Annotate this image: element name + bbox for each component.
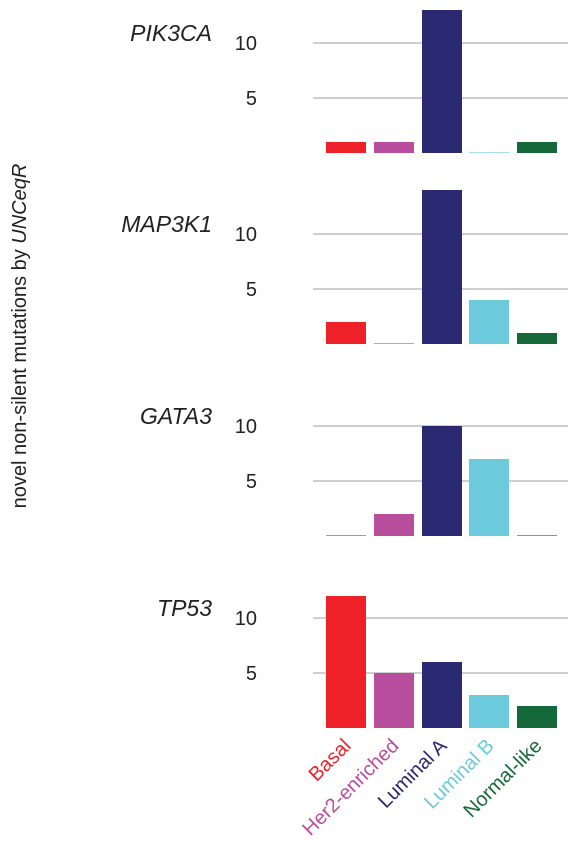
gene-title: PIK3CA bbox=[130, 20, 212, 46]
y-tick-label-5: 5 bbox=[246, 663, 257, 685]
gene-title: GATA3 bbox=[140, 403, 212, 429]
bar-luminal-b bbox=[469, 695, 509, 728]
y-tick-label-5: 5 bbox=[246, 471, 257, 493]
y-axis-label-prefix: novel non-silent mutations by bbox=[9, 244, 31, 509]
bar-luminal-a bbox=[422, 10, 462, 153]
panel-tp53: 5 10 TP53 bbox=[157, 595, 568, 728]
bar-luminal-a bbox=[422, 190, 462, 344]
bar-luminal-b bbox=[469, 300, 509, 344]
gene-title: TP53 bbox=[157, 595, 212, 621]
y-tick-label-10: 10 bbox=[235, 416, 257, 438]
bar-her2-enriched bbox=[374, 673, 414, 728]
bar-normal-like bbox=[517, 333, 557, 344]
bar-luminal-a bbox=[422, 662, 462, 728]
bar-basal bbox=[326, 142, 366, 153]
bar-normal-like bbox=[517, 706, 557, 728]
gene-title: MAP3K1 bbox=[121, 211, 212, 237]
y-tick-label-5: 5 bbox=[246, 88, 257, 110]
bar-luminal-b bbox=[469, 459, 509, 536]
panel-map3k1: 5 10 MAP3K1 bbox=[121, 190, 568, 344]
y-tick-label-10: 10 bbox=[235, 33, 257, 55]
bar-normal-like bbox=[517, 142, 557, 153]
bar-her2-enriched bbox=[374, 514, 414, 536]
panel-gata3: 5 10 GATA3 bbox=[140, 403, 568, 536]
y-tick-label-5: 5 bbox=[246, 279, 257, 301]
y-tick-label-10: 10 bbox=[235, 224, 257, 246]
bar-her2-enriched bbox=[374, 142, 414, 153]
y-axis-label: novel non-silent mutations by UNCeqR bbox=[9, 164, 31, 509]
bar-basal bbox=[326, 596, 366, 728]
bar-luminal-a bbox=[422, 426, 462, 536]
panel-pik3ca: 5 10 PIK3CA bbox=[130, 10, 568, 153]
y-axis-label-italic: UNCeqR bbox=[9, 164, 31, 244]
y-tick-label-10: 10 bbox=[235, 608, 257, 630]
bar-basal bbox=[326, 322, 366, 344]
